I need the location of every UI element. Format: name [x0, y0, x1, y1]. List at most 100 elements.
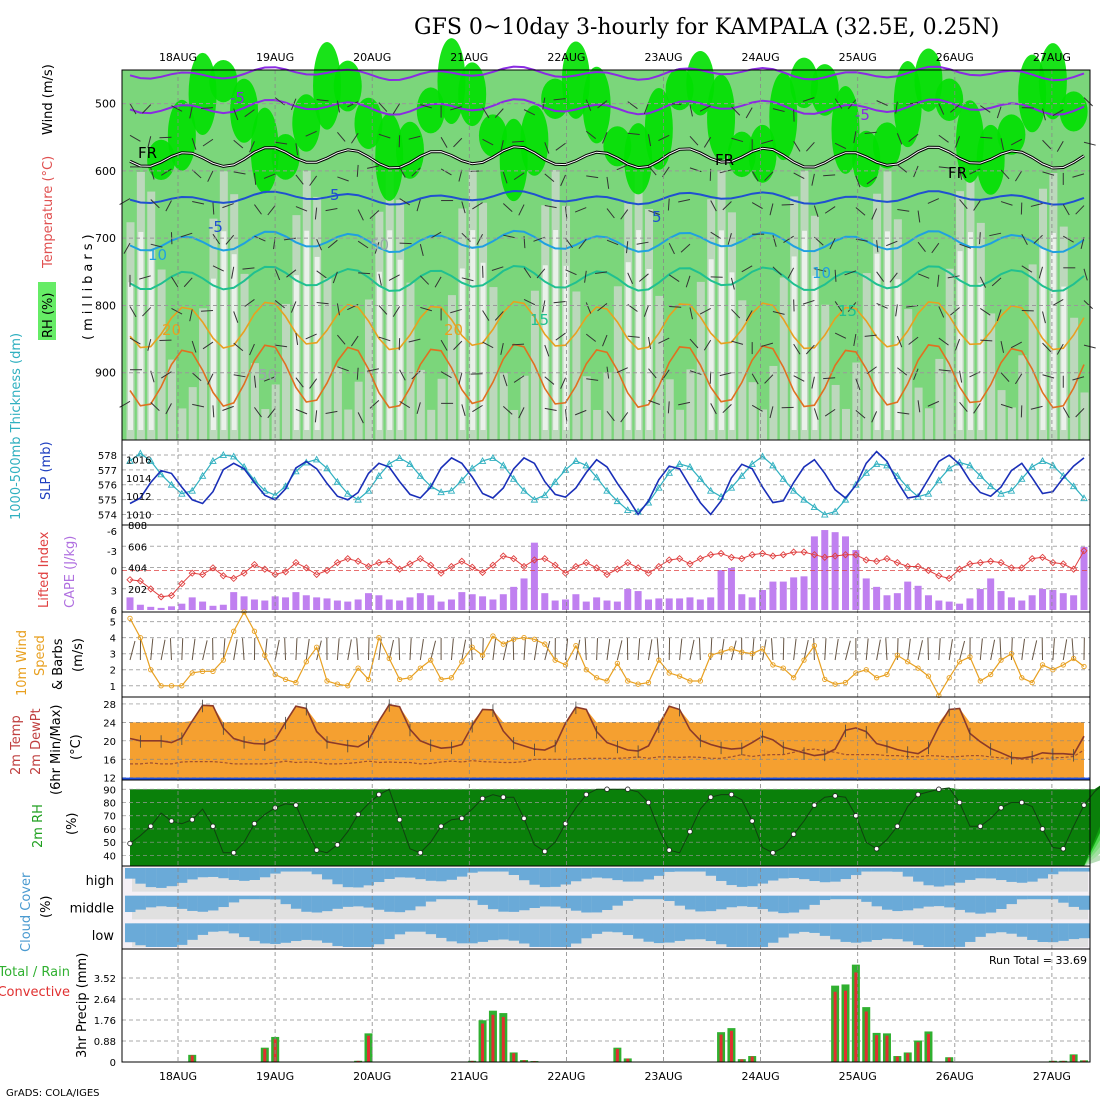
wind-barb	[648, 368, 657, 379]
rh-column	[852, 362, 861, 440]
cape-tick-label: 404	[128, 564, 147, 575]
thickness-point	[841, 495, 850, 503]
wind-barb	[886, 240, 898, 247]
wind-barb	[129, 337, 141, 345]
rh-blob	[478, 114, 507, 157]
rh-column	[593, 409, 602, 440]
wind-barb	[242, 267, 255, 270]
wind-barb	[761, 139, 774, 145]
wind-barb	[606, 208, 615, 219]
cloud-bar	[301, 868, 312, 872]
cape-bar	[458, 592, 466, 610]
cloud-bar	[788, 923, 800, 934]
cloud-bar	[363, 868, 374, 886]
wind-speed-point	[1029, 679, 1035, 686]
wind-barb	[699, 105, 711, 112]
cloud-bar	[809, 868, 820, 882]
wind-barb	[959, 402, 968, 412]
date-label-top: 19AUG	[256, 51, 294, 64]
convective-precip-bar	[190, 1055, 194, 1062]
wind-barb	[710, 403, 717, 415]
wind-barb	[212, 233, 221, 245]
surface-wind-barb	[222, 638, 226, 661]
rh-blob	[147, 139, 176, 180]
date-label-bottom: 26AUG	[936, 1070, 974, 1083]
wind-barb	[1010, 138, 1023, 146]
surface-wind-barb	[596, 638, 599, 661]
wind-barb	[864, 334, 877, 337]
wind-barb	[937, 274, 940, 287]
rh-column-light	[978, 282, 984, 430]
contour-label: FR	[948, 164, 967, 182]
cloud-bar	[394, 923, 406, 935]
wind-barb	[249, 343, 255, 356]
wind-barb	[927, 198, 940, 204]
cloud-bar	[353, 923, 364, 947]
wind-speed-point	[593, 675, 600, 681]
rh-point	[728, 791, 735, 798]
rh-column	[613, 286, 622, 440]
cloud-bar	[467, 868, 478, 873]
cloud-bar	[881, 895, 893, 910]
wind-barb	[889, 272, 898, 283]
cape-bar	[748, 597, 756, 610]
wind-barb	[411, 167, 421, 177]
wind-barb	[416, 199, 421, 212]
cloud-bar	[166, 895, 177, 907]
lifted-index-point	[240, 569, 248, 577]
cloud-bar	[954, 895, 966, 910]
wind-barb	[689, 135, 699, 146]
wind-barb	[741, 265, 753, 273]
cape-tick-label: 202	[128, 585, 147, 596]
wind-barb	[222, 405, 234, 411]
temp-label-line3: (6hr Min/Max)	[49, 705, 64, 795]
cloud-bar	[342, 895, 354, 907]
rh-column	[406, 282, 415, 440]
cloud-bar	[311, 868, 323, 875]
wind-speed-point	[251, 628, 258, 634]
cloud-bar	[332, 868, 343, 885]
contour-label: 50	[258, 366, 277, 384]
wind-barb	[503, 234, 516, 239]
wind-barb	[129, 306, 137, 318]
wind-barb	[959, 167, 963, 180]
wind-barb	[263, 173, 276, 179]
cloud-bar	[736, 923, 748, 947]
wind-barb	[959, 243, 972, 249]
date-label-bottom: 21AUG	[450, 1070, 488, 1083]
wind-speed-point	[386, 655, 392, 662]
lifted-index-point	[458, 557, 466, 565]
cloud-bar	[487, 895, 499, 910]
convective-precip-bar	[626, 1058, 630, 1062]
wind-barb	[896, 335, 903, 348]
rh-column-light	[293, 275, 299, 430]
wind-speed-point	[1060, 662, 1066, 668]
lifted-index-point	[447, 562, 456, 571]
rh-column	[945, 268, 954, 440]
rh-column	[1070, 317, 1079, 440]
thickness-point	[945, 464, 953, 472]
wind-barb	[1063, 235, 1074, 243]
thickness-point	[893, 471, 902, 479]
thickness-point	[323, 464, 331, 472]
wind-speed-point	[303, 659, 309, 665]
cloud-bar	[1027, 923, 1038, 940]
wind-barb	[305, 130, 317, 137]
surface-wind-barb	[959, 640, 966, 661]
lifted-index-point	[738, 555, 746, 563]
cloud-bar	[1079, 923, 1090, 939]
wind-barb	[267, 205, 276, 216]
cloud-bar	[156, 895, 167, 907]
lifted-index-point	[478, 568, 487, 577]
wind-barb	[585, 302, 592, 314]
cloud-bar	[570, 868, 582, 882]
lifted-index-point	[250, 560, 259, 569]
lifted-index-point	[582, 558, 590, 567]
cloud-bar	[1016, 868, 1028, 883]
wind-speed-point	[179, 683, 185, 689]
wind-barb	[745, 310, 753, 322]
surface-wind-barb	[150, 638, 154, 661]
rh-blob	[271, 134, 300, 180]
wind-barb	[685, 275, 691, 288]
surface-wind-barb	[305, 638, 310, 661]
